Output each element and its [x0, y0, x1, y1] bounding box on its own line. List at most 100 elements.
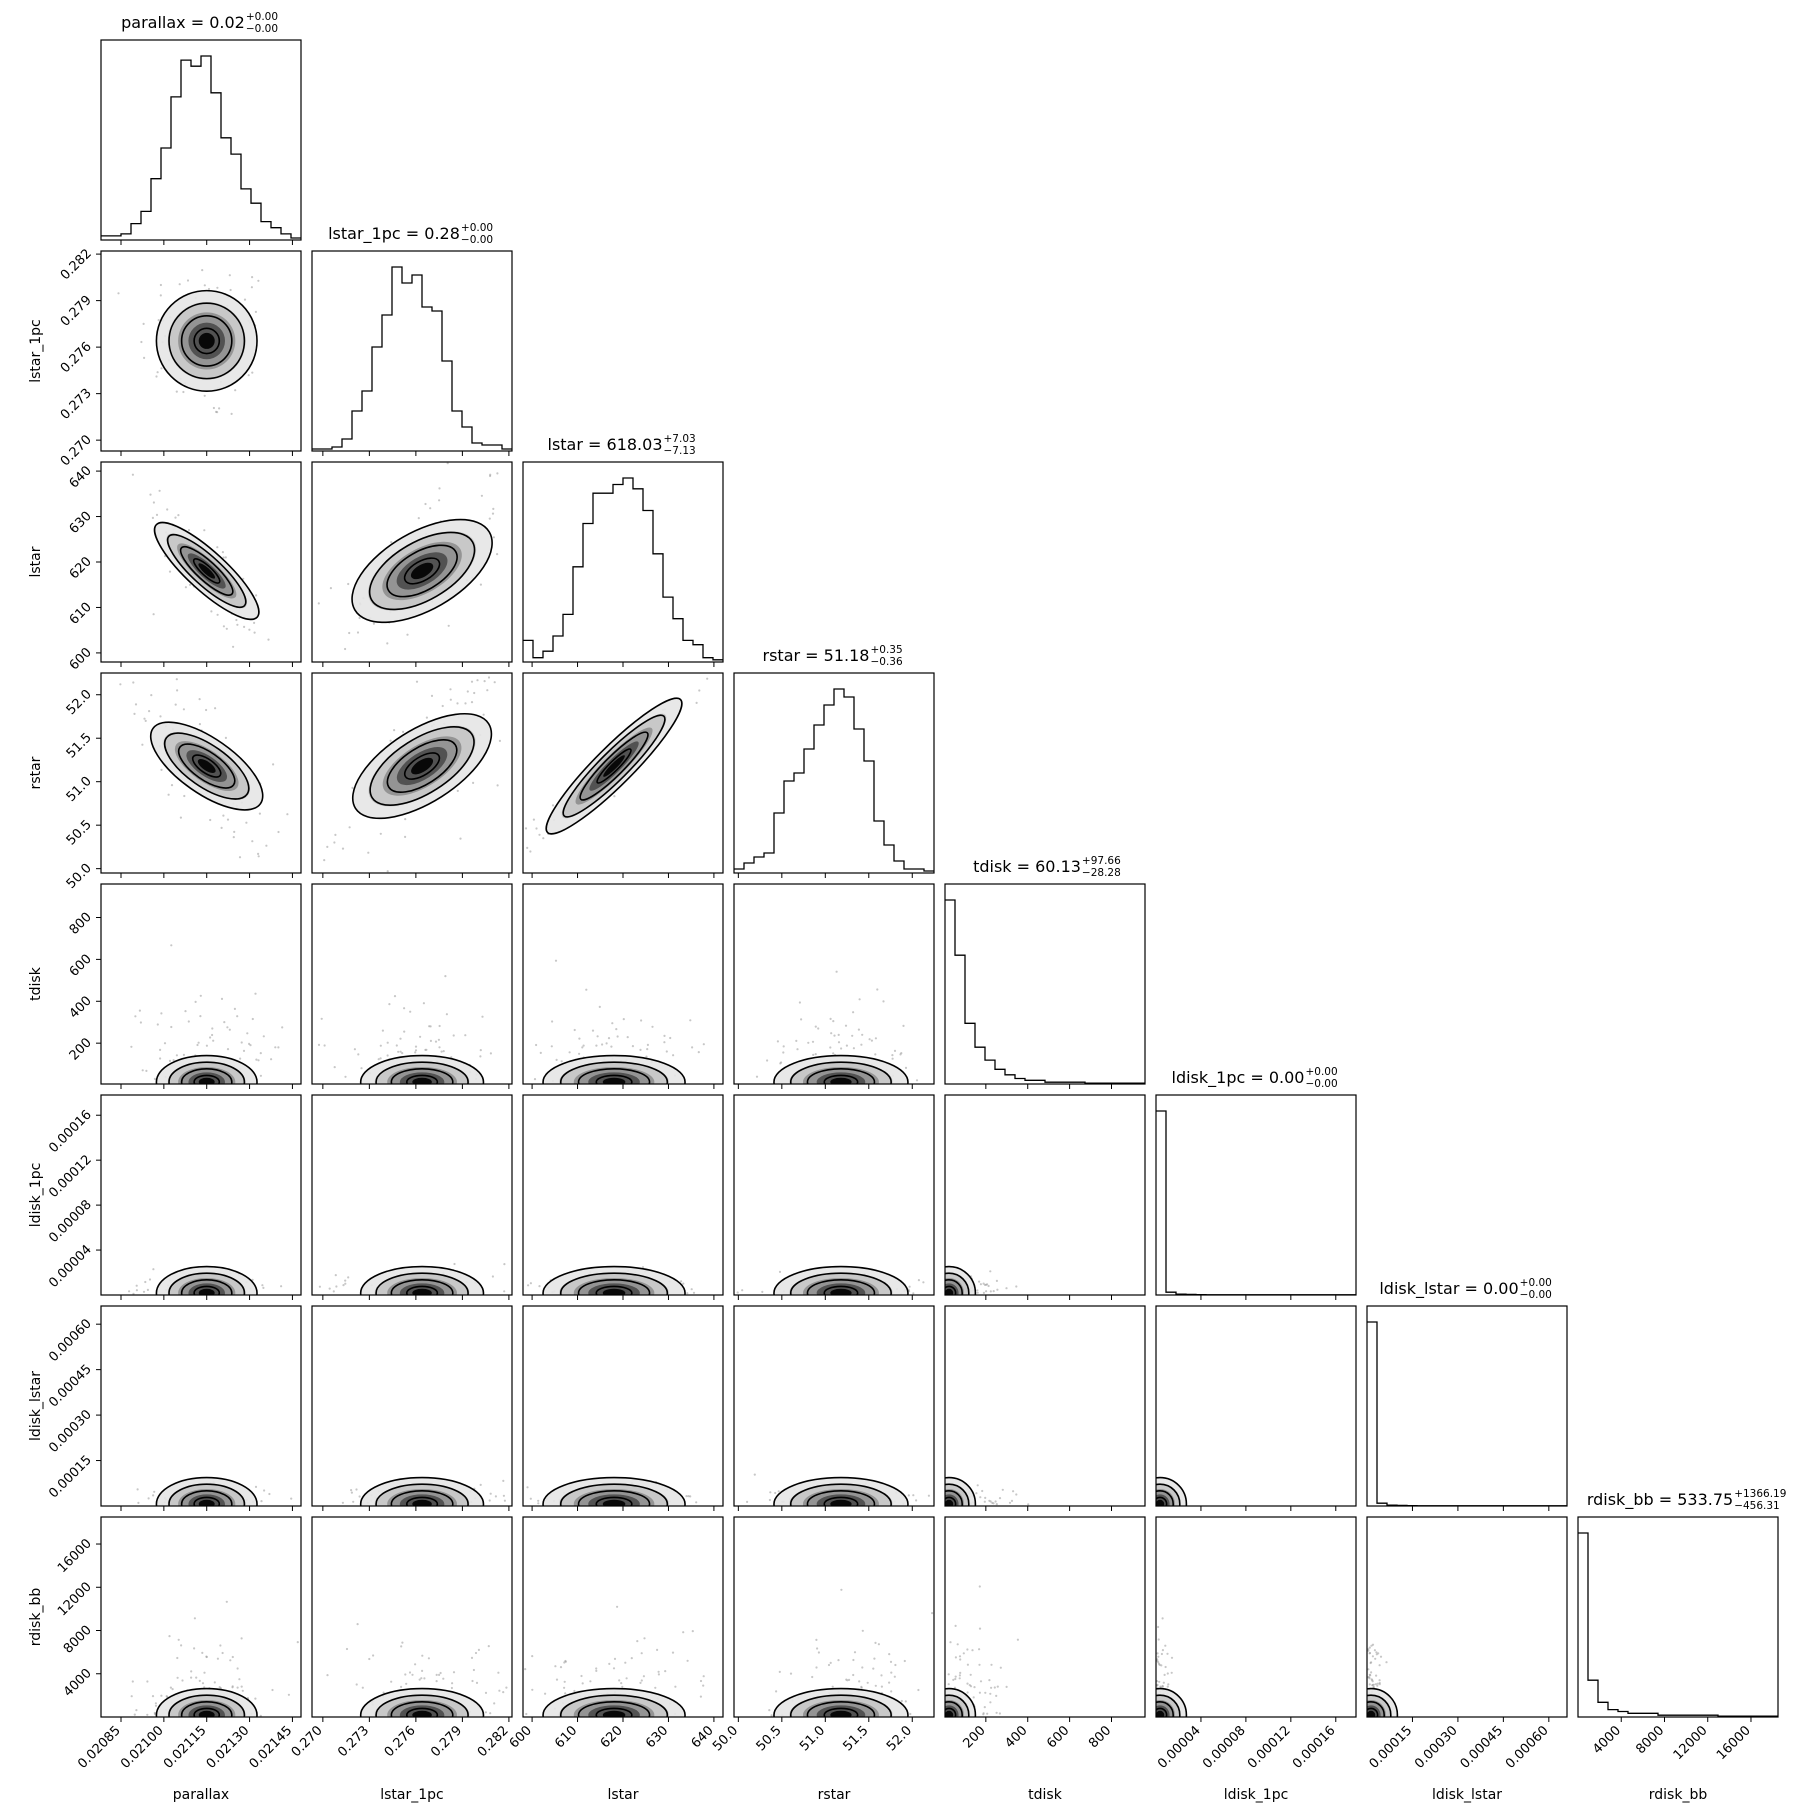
- sample-point: [755, 1075, 759, 1078]
- sample-point: [1378, 1679, 1381, 1682]
- contour-line: [155, 289, 258, 393]
- contour-line: [180, 1068, 233, 1084]
- sample-point: [982, 1712, 985, 1715]
- panel-ldisk_1pc-vs-lstar_1pc: [318, 1262, 506, 1296]
- sample-point: [1005, 1287, 1008, 1290]
- sample-point: [685, 1495, 688, 1498]
- x-axis-label-ldisk_lstar: ldisk_lstar: [1432, 1787, 1502, 1803]
- contour-line: [368, 531, 476, 611]
- contour-line: [168, 1061, 246, 1084]
- contour-line: [823, 1496, 859, 1506]
- sample-point: [689, 1019, 692, 1022]
- sample-point: [484, 1691, 488, 1694]
- sample-point: [625, 1677, 628, 1680]
- density-fill: [830, 1499, 852, 1506]
- density-group: [153, 521, 260, 621]
- sample-point: [178, 283, 181, 286]
- contour-line: [595, 1496, 633, 1506]
- contour-line: [577, 1068, 651, 1084]
- panel-ldisk_1pc-vs-parallax: [128, 1265, 283, 1295]
- sample-point: [142, 322, 145, 325]
- x-tick-label: 0.02100: [118, 1723, 167, 1772]
- sample-point: [953, 1686, 957, 1689]
- sample-point: [475, 1681, 479, 1684]
- sample-point: [188, 583, 192, 586]
- sample-point: [232, 645, 235, 648]
- contour-line: [193, 327, 221, 355]
- histogram-rstar: [734, 688, 934, 872]
- sample-point: [442, 1677, 445, 1680]
- density-group: [155, 289, 258, 393]
- contour-line: [359, 1476, 485, 1506]
- sample-point: [141, 743, 144, 746]
- sample-point: [360, 1067, 363, 1070]
- panel-ldisk_1pc-vs-lstar: [527, 1265, 696, 1295]
- title-upper-error: +0.00: [1520, 1277, 1552, 1289]
- sample-point: [1166, 1652, 1169, 1655]
- sample-point: [218, 1686, 221, 1689]
- sample-point: [1001, 1488, 1004, 1491]
- sample-point: [1027, 1503, 1030, 1506]
- sample-point: [154, 1704, 158, 1707]
- sample-point: [539, 1051, 542, 1054]
- sample-point: [377, 1058, 380, 1061]
- contour-line: [403, 752, 441, 780]
- sample-point: [345, 1647, 349, 1651]
- sample-point: [147, 1497, 150, 1500]
- axis-frame: [522, 1305, 724, 1507]
- sample-point: [1170, 1671, 1173, 1674]
- sample-point: [981, 1489, 984, 1493]
- sample-point: [555, 1678, 559, 1681]
- sample-point: [251, 276, 254, 279]
- sample-point: [216, 613, 219, 616]
- title-lower-error: −7.13: [664, 445, 696, 457]
- contour-line: [149, 721, 264, 811]
- sample-point: [904, 1066, 908, 1069]
- sample-point: [611, 1022, 614, 1025]
- sample-point: [262, 1035, 265, 1038]
- sample-point: [400, 1685, 403, 1688]
- contour-line: [559, 1272, 669, 1295]
- sample-point: [899, 1053, 902, 1056]
- sample-point: [874, 1037, 878, 1040]
- sample-point: [133, 712, 136, 716]
- title-upper-error: +0.00: [461, 222, 493, 234]
- sample-point: [277, 830, 280, 834]
- sample-point: [148, 1278, 152, 1281]
- density-group: [359, 1054, 485, 1084]
- sample-point: [198, 1679, 201, 1682]
- sample-point: [551, 804, 555, 807]
- sample-point: [211, 1033, 214, 1037]
- contour-line: [773, 1265, 909, 1295]
- axis-frame: [311, 672, 513, 874]
- density-group: [359, 1476, 485, 1506]
- axis-frame: [1155, 1094, 1357, 1296]
- sample-point: [595, 1667, 598, 1670]
- sample-point: [222, 625, 225, 628]
- sample-point: [770, 1714, 773, 1717]
- sample-point: [1015, 1285, 1018, 1288]
- contour-line: [155, 1687, 258, 1717]
- contour-line: [559, 1694, 669, 1717]
- sample-point: [203, 1671, 206, 1674]
- sample-point: [427, 1657, 430, 1660]
- contour-line: [773, 1054, 909, 1084]
- sample-point: [976, 1291, 979, 1294]
- sample-point: [1377, 1652, 1380, 1655]
- axis-frame: [1155, 1305, 1357, 1507]
- sample-point: [775, 1690, 778, 1693]
- sample-point: [367, 851, 370, 854]
- sample-point: [155, 375, 158, 378]
- sample-point: [159, 294, 162, 297]
- density-fill: [945, 1499, 954, 1506]
- sample-point: [998, 1497, 1002, 1500]
- sample-point: [143, 717, 146, 720]
- sample-point: [903, 1659, 906, 1663]
- sample-point: [323, 1044, 326, 1047]
- contour-line: [375, 1694, 469, 1717]
- sample-point: [563, 1680, 566, 1683]
- contour-line: [577, 1279, 651, 1295]
- sample-point: [1161, 1649, 1164, 1652]
- sample-point: [240, 1637, 243, 1640]
- sample-point: [479, 1049, 482, 1052]
